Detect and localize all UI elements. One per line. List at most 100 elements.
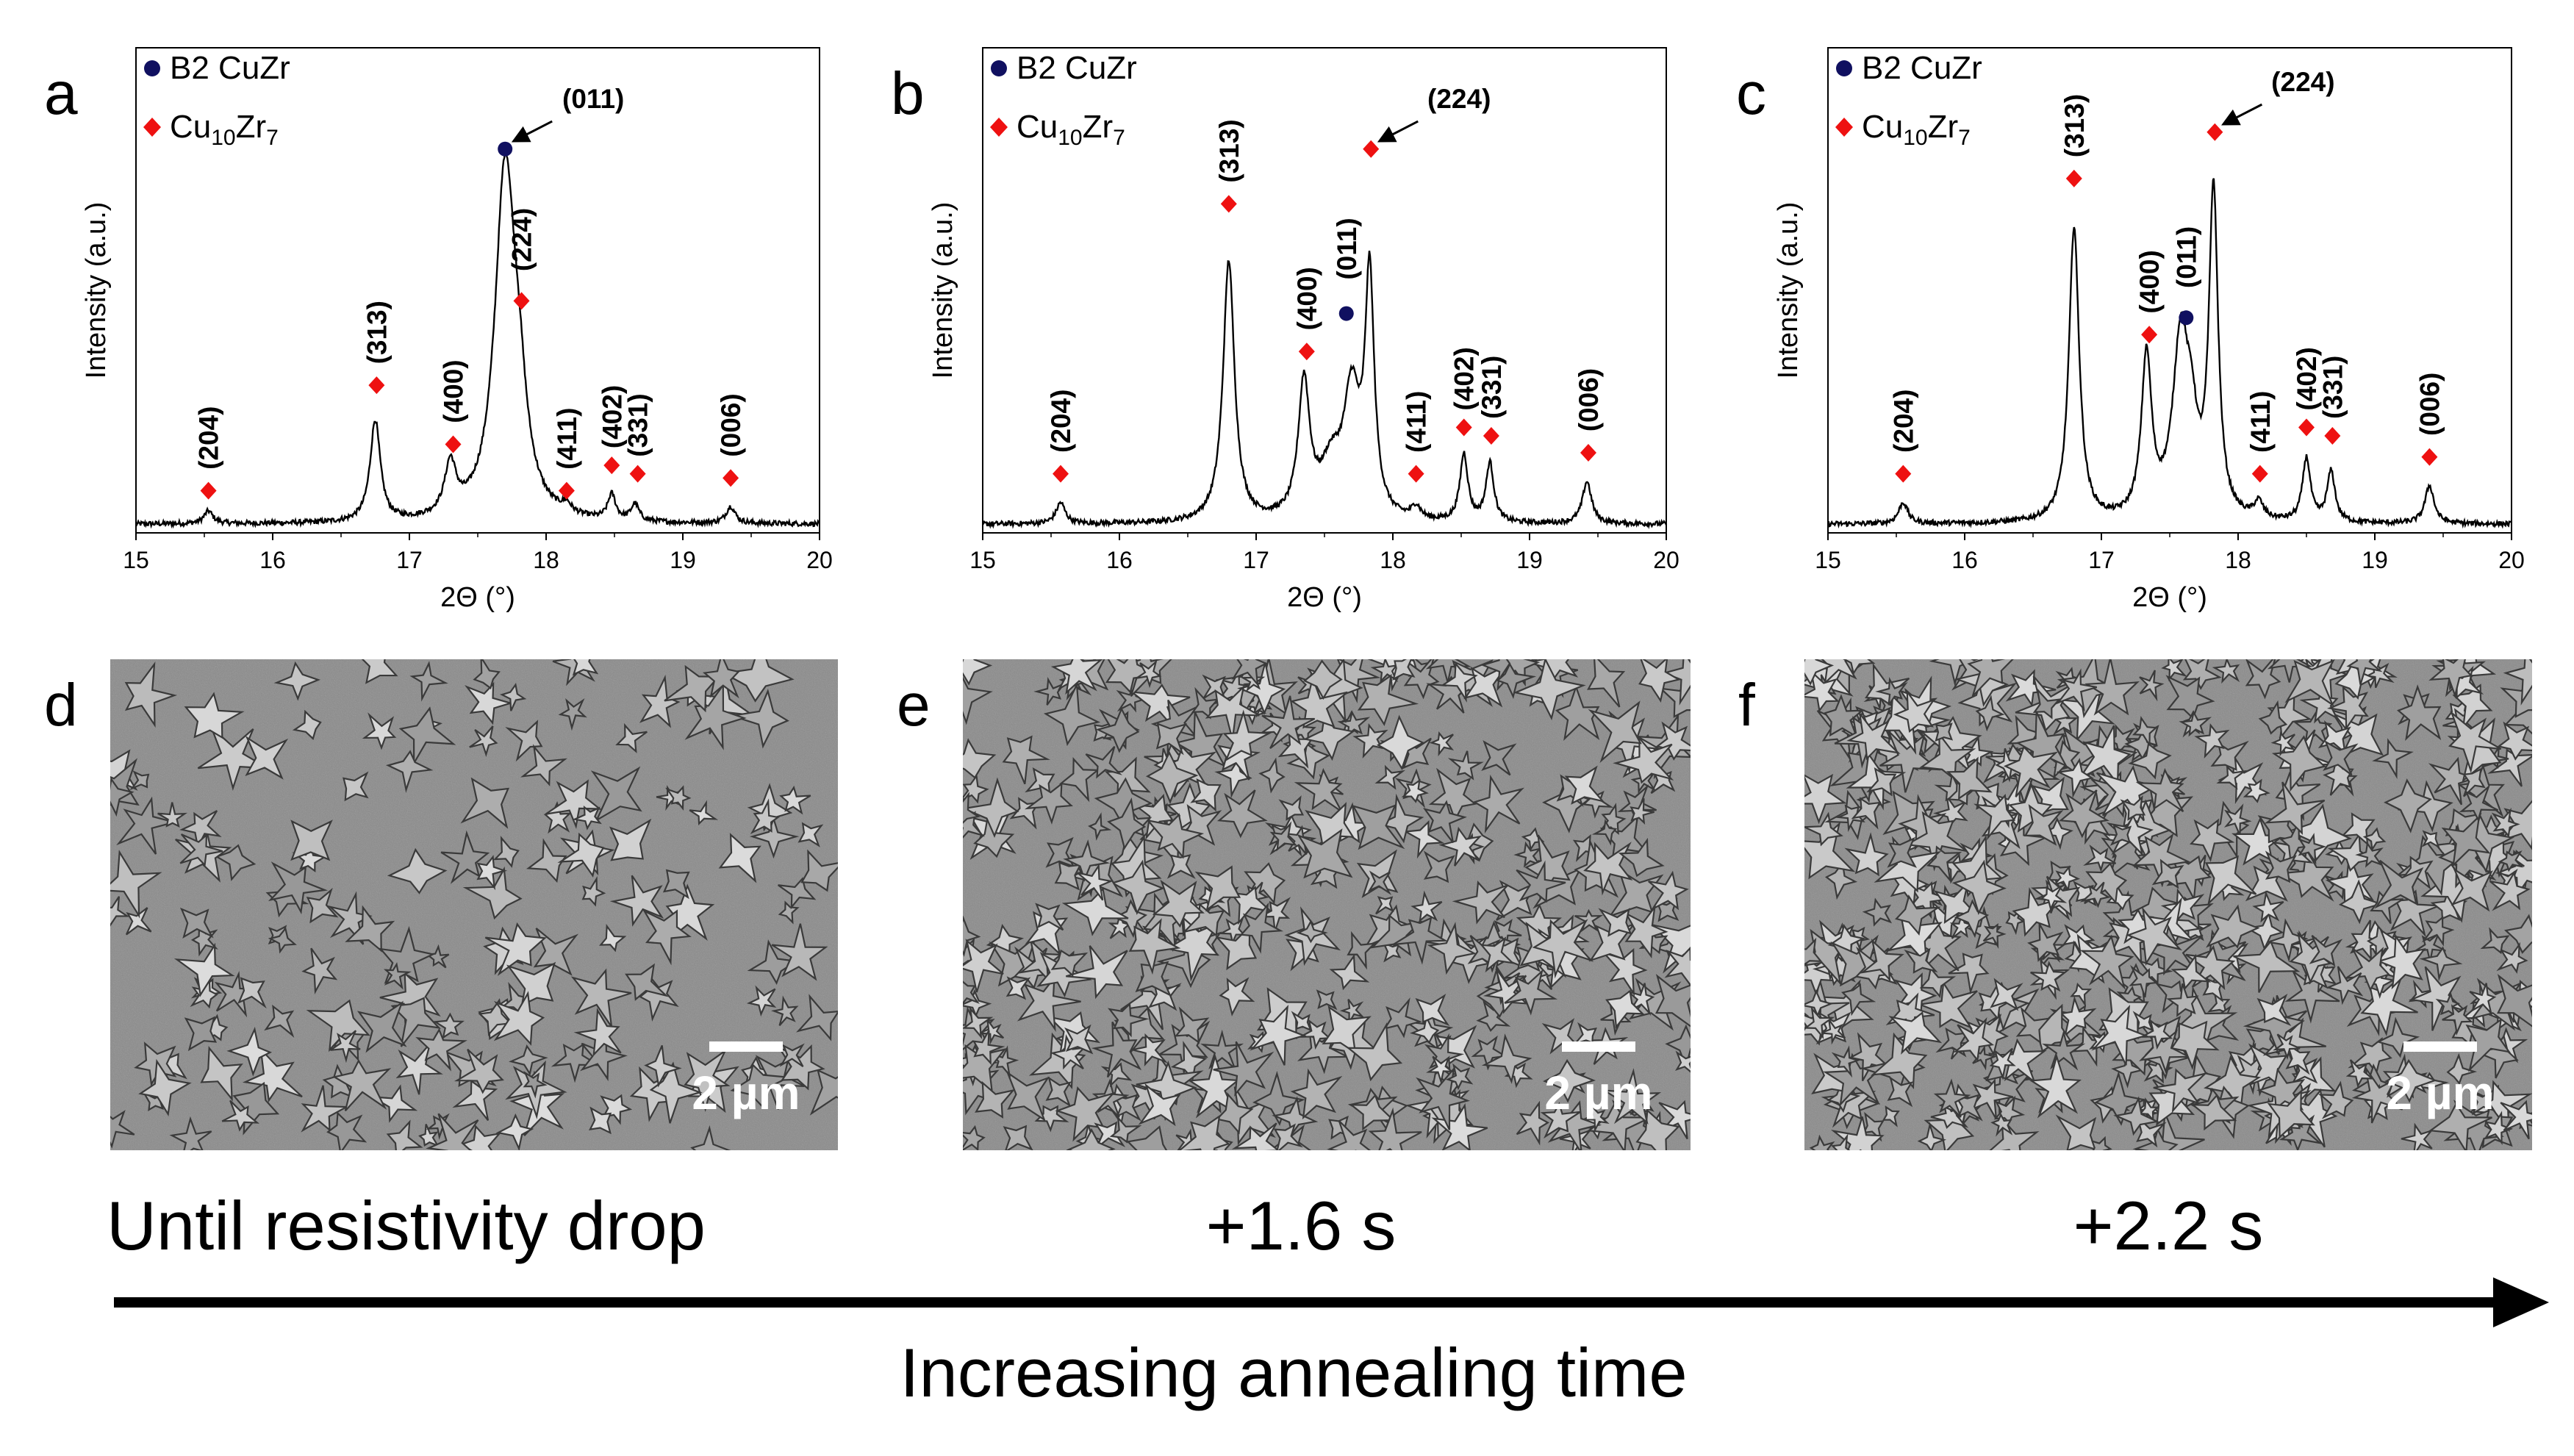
scale-bar-label: 2 µm <box>1544 1066 1652 1119</box>
legend: B2 CuZr Cu10Zr7 <box>1835 50 1982 150</box>
sem-grain <box>2113 1096 2160 1136</box>
sem-grain <box>306 887 339 924</box>
sem-grain <box>649 1061 703 1124</box>
sem-grain <box>426 1113 479 1150</box>
sem-grain <box>2351 1067 2403 1124</box>
sem-grain <box>134 1041 177 1087</box>
sem-grain <box>779 1043 805 1067</box>
sem-grain <box>1665 1024 1691 1069</box>
cu10zr7-marker <box>1455 418 1472 437</box>
sem-grain <box>702 659 740 699</box>
sem-grain <box>2317 1080 2354 1119</box>
sem-grain <box>245 735 289 780</box>
sem-grain <box>2083 844 2117 872</box>
x-axis-title: 2Θ (°) <box>440 582 515 613</box>
cu10zr7-marker <box>1220 195 1237 213</box>
sem-grain <box>1174 711 1227 778</box>
sem-grain <box>2166 983 2199 1017</box>
sem-grain <box>1821 1019 1846 1045</box>
sem-grain <box>2040 885 2068 911</box>
sem-grain <box>506 961 556 1007</box>
sem-grain <box>1440 661 1478 703</box>
sem-grain <box>1648 870 1689 911</box>
sem-grain <box>718 833 761 883</box>
sem-grain <box>1591 819 1618 846</box>
b2-cuzr-marker <box>498 141 513 157</box>
sem-grain <box>1452 880 1509 925</box>
sem-grain <box>2233 939 2301 993</box>
sem-grain <box>2267 659 2313 683</box>
sem-grain <box>1661 659 1691 706</box>
sem-grain <box>1339 998 1365 1026</box>
legend-cu10zr7-marker <box>990 118 1008 137</box>
sem-grain <box>2264 781 2326 835</box>
sem-grain <box>179 833 223 867</box>
peak-label: (011) <box>562 84 624 114</box>
sem-grain <box>1919 731 1976 781</box>
sem-grain <box>1095 706 1140 753</box>
sem-grain <box>1655 721 1691 761</box>
sem-grain <box>343 771 369 802</box>
sem-grain <box>509 1044 548 1076</box>
legend-entry: B2 CuZr <box>170 50 290 86</box>
sem-grain <box>386 1119 423 1150</box>
sem-grain <box>1946 756 1993 800</box>
sem-grain <box>290 820 333 861</box>
sem-grain <box>1882 1105 1900 1127</box>
sem-grain <box>1874 836 1942 893</box>
sem-grain <box>1401 778 1429 803</box>
sem-grain <box>1658 1100 1691 1140</box>
sem-grain <box>2053 865 2080 893</box>
sem-grain <box>1066 945 1128 1000</box>
sem-grain <box>975 1080 1016 1119</box>
peak-label: (331) <box>1477 356 1507 419</box>
sem-grain <box>2317 720 2351 755</box>
sem-grain <box>2270 731 2296 757</box>
sem-grain <box>1297 828 1353 879</box>
sem-grain <box>2029 1053 2082 1119</box>
sem-grain <box>589 1106 612 1135</box>
sem-grain <box>1516 1100 1550 1146</box>
sem-grain <box>110 849 162 919</box>
sem-grain <box>454 1048 504 1094</box>
sem-grain <box>1422 800 1467 844</box>
legend-b2-marker <box>144 60 160 76</box>
sem-grain <box>750 798 781 834</box>
sem-grain <box>1165 916 1220 983</box>
sem-grain <box>1846 710 1901 761</box>
scale-bar <box>1562 1041 1635 1052</box>
sem-grain <box>138 1058 192 1117</box>
sem-grain <box>1527 659 1580 686</box>
sem-grain <box>301 1085 350 1133</box>
sem-grain <box>2170 953 2212 991</box>
sem-grain <box>495 1113 534 1150</box>
cu10zr7-marker <box>723 469 739 487</box>
cu10zr7-marker <box>1580 443 1596 462</box>
sem-grain <box>2070 982 2093 1008</box>
sem-grain <box>1630 797 1655 825</box>
sem-grain <box>129 770 150 791</box>
sem-grain <box>387 847 448 894</box>
sem-grain <box>1061 887 1129 936</box>
sem-grain <box>2258 700 2288 735</box>
peak-arrow <box>1377 120 1419 143</box>
peak-arrow <box>511 120 553 143</box>
sem-grain <box>1290 675 1348 729</box>
sem-grain <box>2173 896 2214 930</box>
cu10zr7-marker <box>2324 427 2341 445</box>
sem-grain <box>268 861 329 915</box>
sem-grain <box>356 1000 407 1053</box>
sem-grain <box>570 968 632 1028</box>
sem-grain <box>2005 669 2057 707</box>
sem-grain <box>1472 774 1524 833</box>
sem-grain <box>972 1030 1005 1066</box>
x-tick-label: 15 <box>969 547 996 573</box>
sem-grain <box>1351 803 1405 850</box>
sem-grain <box>551 1043 601 1083</box>
sem-grain <box>1116 684 1147 713</box>
sem-grain <box>1804 669 1840 713</box>
sem-image <box>1804 659 2532 1150</box>
sem-grain <box>1860 939 1904 982</box>
sem-grain <box>1393 917 1449 965</box>
sem-grain <box>1349 1094 1396 1131</box>
